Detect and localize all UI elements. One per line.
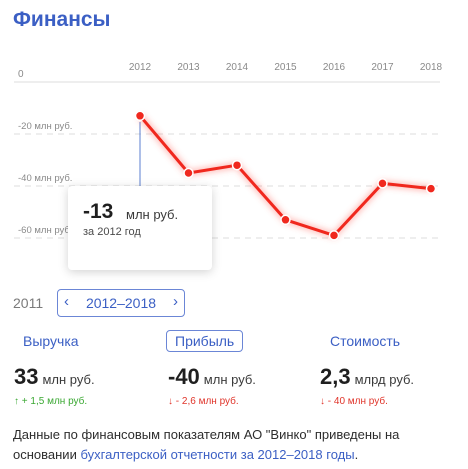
chevron-left-icon[interactable]: ‹ (64, 293, 69, 310)
data-point[interactable] (183, 167, 194, 179)
previous-year-label[interactable]: 2011 (13, 295, 44, 311)
period-range[interactable]: 2012–2018 (85, 295, 157, 311)
data-point[interactable] (280, 214, 291, 226)
page-title: Финансы (13, 8, 111, 31)
profit-line-chart: 2012 2013 2014 2015 2016 2017 2018 0 -20 млн ру… (14, 62, 443, 241)
revenue-value: 33 (14, 364, 39, 389)
x-tick-label: 2014 (226, 62, 249, 73)
data-point[interactable] (134, 110, 146, 122)
y-tick-label: -60 млн руб. (18, 225, 72, 236)
data-point[interactable] (328, 230, 340, 241)
y-tick-label: 0 (18, 69, 24, 80)
x-tick-label: 2018 (420, 62, 443, 73)
x-tick-label: 2017 (371, 62, 394, 73)
tab-revenue[interactable]: Выручка (23, 333, 79, 349)
value-unit: млрд руб. (354, 372, 415, 387)
data-point[interactable] (377, 178, 388, 189)
profit-value: -40 (168, 364, 200, 389)
y-tick-label: -40 млн руб. (18, 173, 72, 184)
x-tick-label: 2015 (274, 62, 297, 73)
tab-profit[interactable]: Прибыль (166, 330, 244, 352)
value-tooltip: -13 млн руб. за 2012 год (68, 186, 212, 270)
y-tick-label: -20 млн руб. (18, 121, 72, 132)
tooltip-subtitle: за 2012 год (83, 226, 141, 238)
data-point[interactable] (231, 159, 243, 171)
value-value: 2,3 (320, 364, 351, 389)
source-note-end: . (354, 447, 359, 462)
source-note: Данные по финансовым показателям АО "Вин… (13, 425, 453, 465)
period-selector: ‹ 2012–2018 › (57, 289, 185, 317)
revenue-delta: ↑ + 1,5 млн руб. (14, 396, 88, 407)
source-note-text: Данные по финансовым показателям АО "Вин… (13, 427, 400, 462)
x-tick-label: 2016 (323, 62, 346, 73)
x-tick-label: 2013 (177, 62, 200, 73)
revenue-unit: млн руб. (42, 372, 95, 387)
data-point[interactable] (425, 183, 437, 194)
tooltip-value: -13 (83, 200, 114, 223)
revenue-metric: 33 млн руб. (14, 364, 95, 390)
tab-value[interactable]: Стоимость (330, 333, 401, 349)
value-metric: 2,3 млрд руб. (320, 364, 414, 390)
profit-metric: -40 млн руб. (168, 364, 256, 390)
x-tick-label: 2012 (129, 62, 152, 73)
value-delta: ↓ - 40 млн руб. (320, 396, 388, 407)
profit-unit: млн руб. (203, 372, 256, 387)
source-report-link[interactable]: бухгалтерской отчетности за 2012–2018 го… (80, 447, 355, 462)
tooltip-unit: млн руб. (126, 207, 179, 222)
chevron-right-icon[interactable]: › (173, 293, 178, 310)
profit-delta: ↓ - 2,6 млн руб. (168, 396, 239, 407)
